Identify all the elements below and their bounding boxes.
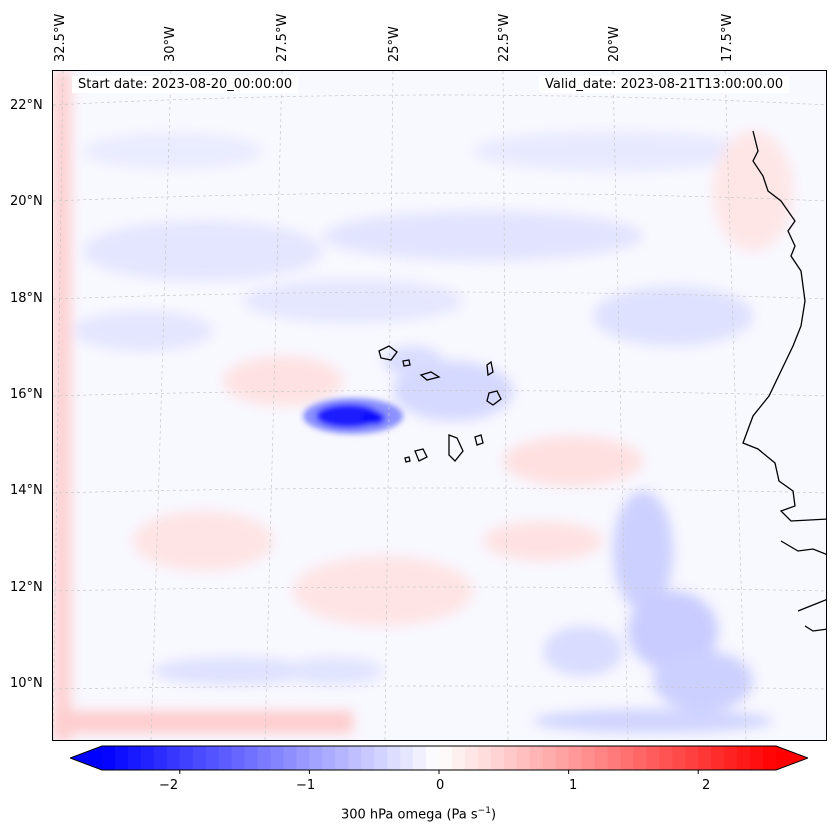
island-santo-antao: [378, 345, 398, 361]
colorbar-segment: [620, 746, 635, 770]
colorbar-segment: [737, 746, 751, 770]
latitude-label-16n: 16°N: [10, 387, 43, 402]
latitude-label-20n: 20°N: [10, 194, 43, 209]
colorbar-segment: [464, 746, 479, 770]
island-maio: [474, 434, 484, 446]
colorbar-segment: [503, 746, 518, 770]
colorbar-label-main: 300 hPa omega (Pa s: [340, 807, 478, 823]
longitude-label-25w: 25°W: [387, 26, 402, 62]
latitude-label-14n: 14°N: [10, 483, 43, 498]
colorbar-segment: [568, 746, 583, 770]
colorbar-segment: [348, 746, 362, 770]
colorbar-segment: [374, 746, 388, 770]
colorbar-min-arrow: [70, 746, 102, 770]
colorbar-outline: [70, 745, 808, 771]
valid-date-label: Valid_date: 2023-08-21T13:00:00.00: [539, 76, 790, 93]
colorbar-segment: [516, 746, 531, 770]
longitude-label-17-5w: 17.5°W: [720, 13, 735, 62]
latitude-label-10n: 10°N: [10, 676, 43, 691]
colorbar-segment: [698, 746, 712, 770]
colorbar-segment: [672, 746, 686, 770]
colorbar-tick-2: 2: [702, 778, 711, 793]
strong-convection-core: [303, 398, 403, 434]
colorbar-segment: [335, 746, 349, 770]
start-date-label: Start date: 2023-08-20_00:00:00: [72, 76, 299, 93]
colorbar-segment: [607, 746, 622, 770]
colorbar-segment: [283, 746, 298, 770]
longitude-label-32-5w: 32.5°W: [53, 13, 68, 62]
colorbar-label-close: ): [490, 807, 497, 823]
colorbar-max-arrow: [776, 746, 808, 770]
coastline-gambia: [780, 540, 826, 555]
colorbar-segment: [114, 746, 129, 770]
latitude-label-18n: 18°N: [10, 291, 43, 306]
island-sao-nicolau: [419, 371, 441, 381]
colorbar-segment: [387, 746, 401, 770]
colorbar-tick-neg1: −1: [296, 778, 316, 793]
colorbar-segment: [426, 746, 440, 770]
colorbar-segment: [581, 746, 596, 770]
colorbar-segment: [477, 746, 492, 770]
colorbar-segment: [153, 746, 168, 770]
colorbar-segment: [400, 746, 414, 770]
colorbar-segment: [633, 746, 647, 770]
colorbar-segment: [685, 746, 699, 770]
colorbar-segment: [594, 746, 609, 770]
colorbar-segment: [361, 746, 375, 770]
colorbar-tick-1: 1: [569, 778, 578, 793]
colorbar-segment: [322, 746, 336, 770]
colorbar-label: 300 hPa omega (Pa s−1): [0, 806, 837, 822]
colorbar-segment: [270, 746, 285, 770]
longitude-label-22-5w: 22.5°W: [497, 13, 512, 62]
latitude-label-12n: 12°N: [10, 580, 43, 595]
colorbar-segment: [490, 746, 505, 770]
colorbar-segment: [724, 746, 738, 770]
colorbar-segment: [205, 746, 220, 770]
colorbar-segment: [192, 746, 207, 770]
colorbar-segment: [140, 746, 155, 770]
colorbar-segment: [555, 746, 570, 770]
field-weak-patches: [53, 71, 793, 740]
colorbar-segment: [659, 746, 673, 770]
longitude-label-20w: 20°W: [607, 26, 622, 62]
colorbar-tick-0: 0: [436, 778, 445, 793]
colorbar-segment: [102, 746, 116, 770]
longitude-label-30w: 30°W: [163, 26, 178, 62]
colorbar-segment: [711, 746, 725, 770]
colorbar-segment: [244, 746, 259, 770]
coastline: [378, 130, 826, 632]
colorbar-label-exponent: −1: [477, 806, 491, 816]
island-brava: [404, 456, 411, 463]
colorbar-segment: [296, 746, 310, 770]
colorbar: [70, 745, 808, 774]
colorbar-segment: [763, 746, 777, 770]
colorbar-segment: [439, 746, 453, 770]
longitude-label-27-5w: 27.5°W: [275, 13, 290, 62]
colorbar-segment: [646, 746, 660, 770]
colorbar-segment: [231, 746, 246, 770]
african-coastline: [742, 130, 826, 522]
island-fogo: [414, 448, 428, 462]
island-sal: [486, 360, 494, 377]
colorbar-segment: [257, 746, 272, 770]
colorbar-segment: [127, 746, 142, 770]
island-boa-vista: [486, 390, 502, 406]
colorbar-segment: [309, 746, 323, 770]
omega-field-map: [53, 71, 826, 740]
colorbar-segment: [451, 746, 466, 770]
colorbar-segment: [542, 746, 557, 770]
map-panel[interactable]: [52, 70, 827, 741]
colorbar-segment: [166, 746, 181, 770]
colorbar-segment: [179, 746, 194, 770]
island-sao-vicente: [402, 359, 411, 367]
colorbar-segment: [529, 746, 544, 770]
colorbar-segment: [750, 746, 764, 770]
island-santiago: [448, 434, 464, 462]
graticule: [53, 71, 826, 740]
colorbar-segment: [413, 746, 427, 770]
latitude-label-22n: 22°N: [10, 98, 43, 113]
colorbar-segment: [218, 746, 233, 770]
colorbar-tick-neg2: −2: [159, 778, 179, 793]
coastline-guinea: [797, 599, 826, 632]
